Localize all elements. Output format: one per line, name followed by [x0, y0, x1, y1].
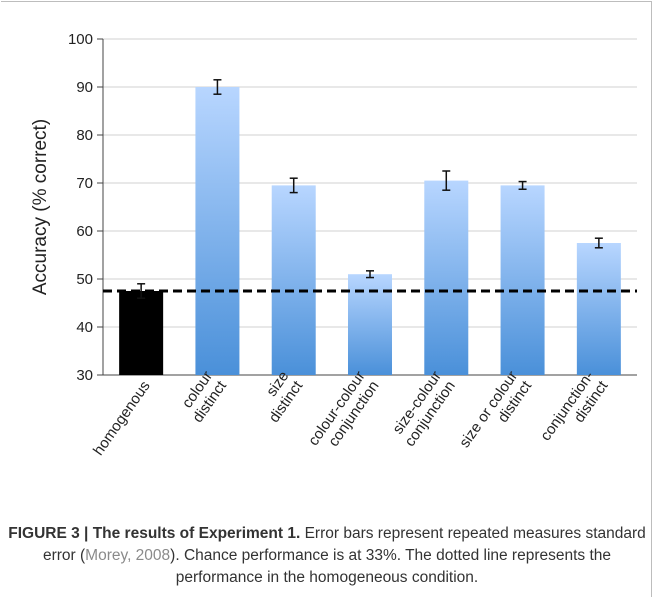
x-tick-label: conjunction-distinct: [537, 367, 612, 453]
bar-chart: 30 40 50 60 70 80 90 100 Accuracy (% correct) hom…: [30, 31, 637, 460]
y-tick-label: 70: [76, 175, 93, 192]
bar: [576, 243, 621, 375]
figure-label: FIGURE 3 |: [8, 525, 89, 542]
bar: [119, 291, 164, 375]
x-tick-label: size-colourconjunction: [387, 368, 458, 450]
y-tick-label: 30: [76, 367, 93, 384]
y-tick-label: 90: [76, 79, 93, 96]
y-tick-label: 50: [76, 271, 93, 288]
x-tick-label-line: homogenous: [90, 378, 154, 459]
x-tick-label: size or colourdistinct: [456, 367, 535, 460]
caption-text-1: Error bars represent repeated measures s…: [42, 525, 646, 564]
figure-title: The results of Experiment 1.: [92, 525, 301, 542]
bar: [271, 185, 316, 375]
y-tick-label: 40: [76, 319, 93, 336]
figure-caption: FIGURE 3 | The results of Experiment 1. …: [6, 523, 648, 589]
bar: [500, 185, 545, 375]
bar: [195, 87, 240, 375]
x-tick-label: homogenous: [90, 378, 154, 459]
caption-text-2: ). Chance performance is at 33%. The dot…: [170, 547, 612, 586]
y-tick-label: 100: [68, 31, 93, 48]
caption-reference-link[interactable]: Morey, 2008: [85, 547, 171, 564]
x-tick-label: colour-colourconjunction: [305, 368, 383, 459]
bar: [348, 274, 392, 375]
x-tick-label: sizedistinct: [252, 367, 307, 425]
x-tick-label: colourdistinct: [175, 367, 230, 425]
bar: [424, 180, 469, 375]
y-axis-label: Accuracy (% correct): [30, 119, 51, 295]
y-tick-label: 80: [76, 127, 93, 144]
y-tick-label: 60: [76, 223, 93, 240]
